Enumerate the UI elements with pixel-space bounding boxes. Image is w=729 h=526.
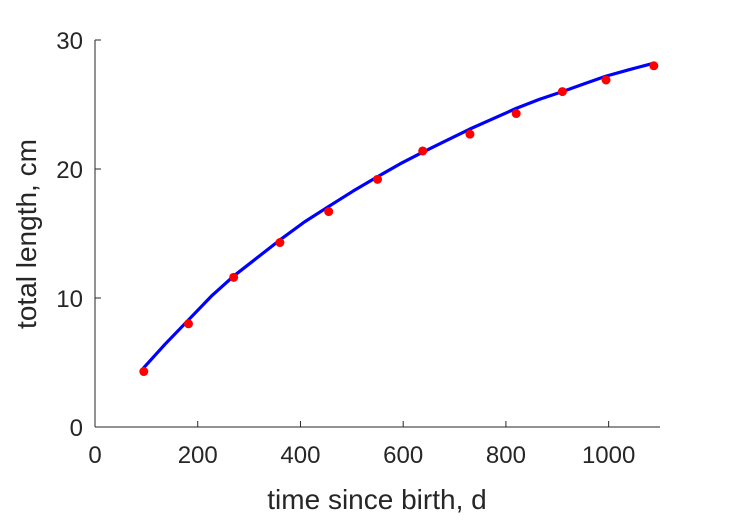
data-point [324,207,334,217]
x-ticks: 0 200 400 600 800 1000 [88,421,635,469]
y-tick-label: 20 [56,157,83,184]
x-axis-label: time since birth, d [267,484,486,515]
x-tick-label: 1000 [582,442,635,469]
data-point [511,109,521,119]
data-point [183,319,193,329]
x-tick-label: 0 [88,442,101,469]
y-axis-label: total length, cm [11,139,42,329]
data-point [649,61,659,71]
data-point [229,272,239,282]
data-point [557,87,567,97]
data-point [465,129,475,139]
fit-curve [142,61,656,370]
data-point [275,238,285,248]
y-tick-label: 10 [56,286,83,313]
y-tick-label: 0 [70,415,83,442]
data-point [139,367,149,377]
x-tick-label: 400 [280,442,320,469]
x-tick-label: 600 [383,442,423,469]
plot-series [139,61,659,377]
data-point [418,146,428,156]
y-ticks: 0 10 20 30 [56,28,101,442]
data-point [601,75,611,85]
x-tick-label: 800 [486,442,526,469]
axes [94,40,660,428]
data-point [373,174,382,184]
x-tick-label: 200 [178,442,218,469]
y-tick-label: 30 [56,28,83,55]
